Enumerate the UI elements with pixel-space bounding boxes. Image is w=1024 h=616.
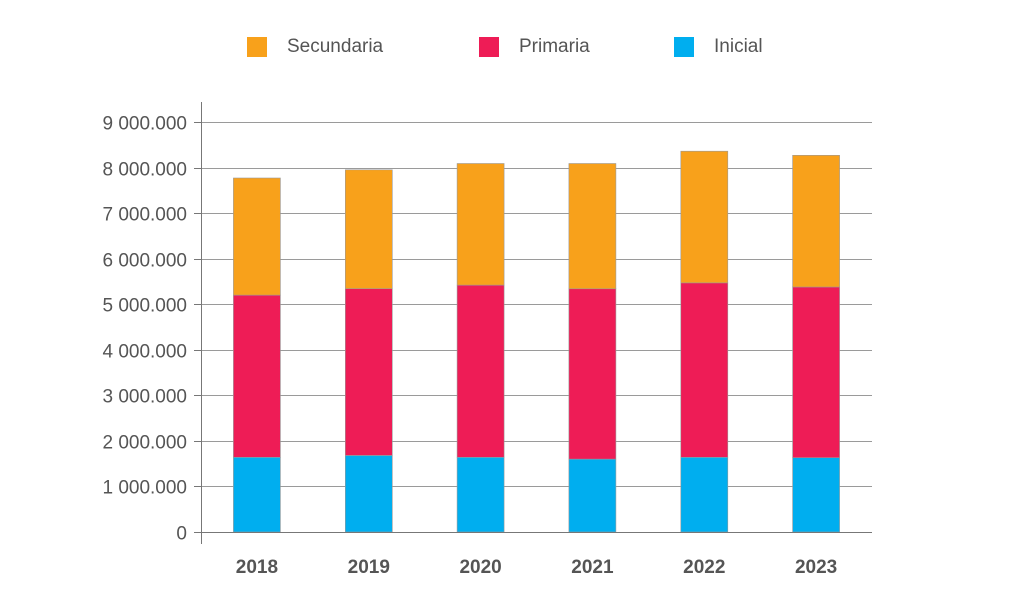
bar-inicial-2020: [456, 456, 505, 533]
y-tick-label: 4 000.000: [102, 342, 187, 363]
legend-item-secundaria: Secundaria: [247, 34, 383, 60]
bar-inicial-2023: [792, 457, 840, 533]
bar-secundaria-2018: [233, 177, 281, 296]
bar-inicial-2018: [233, 456, 281, 533]
bar-inicial-2019: [344, 455, 393, 533]
bar-primaria-2022: [680, 282, 729, 458]
x-tick-label: 2020: [459, 557, 501, 578]
bar-secundaria-2019: [344, 169, 393, 290]
legend-swatch-inicial: [674, 37, 694, 57]
y-tick-label: 2 000.000: [102, 433, 187, 454]
y-tick-label: 5 000.000: [102, 296, 187, 317]
bar-secundaria-2023: [792, 155, 840, 288]
x-tick-label: 2019: [348, 557, 390, 578]
x-tick-label: 2021: [571, 557, 614, 578]
legend-item-inicial: Inicial: [674, 34, 763, 60]
y-tick-label: 8 000.000: [102, 160, 187, 181]
legend-label-primaria: Primaria: [519, 36, 590, 57]
legend-item-primaria: Primaria: [479, 34, 590, 60]
x-tick-label: 2018: [236, 557, 278, 578]
bar-primaria-2021: [568, 288, 617, 460]
bar-inicial-2021: [568, 458, 617, 533]
legend-swatch-secundaria: [247, 37, 267, 57]
bar-secundaria-2021: [568, 163, 617, 290]
bar-primaria-2019: [344, 288, 393, 456]
legend-swatch-primaria: [479, 37, 499, 57]
bar-secundaria-2022: [680, 150, 729, 284]
legend-label-inicial: Inicial: [714, 36, 763, 57]
grid-layer: [201, 122, 872, 487]
y-tick-label: 1 000.000: [102, 478, 187, 499]
y-tick-label: 6 000.000: [102, 251, 187, 272]
bar-secundaria-2020: [456, 163, 505, 286]
x-tick-label: 2022: [683, 557, 725, 578]
bar-primaria-2020: [456, 284, 505, 458]
bar-primaria-2023: [792, 286, 840, 458]
bar-inicial-2022: [680, 456, 729, 533]
y-tick-label: 3 000.000: [102, 387, 187, 408]
x-tick-label: 2023: [795, 557, 837, 578]
legend: Secundaria Primaria Inicial: [0, 34, 1024, 60]
legend-label-secundaria: Secundaria: [287, 36, 384, 57]
y-tick-label: 9 000.000: [102, 114, 187, 135]
y-tick-label: 7 000.000: [102, 205, 187, 226]
axis-layer: 0 1 000.000 2 000.000 3 000.000 4 000.000 5 0…: [102, 102, 872, 578]
bar-layer: [233, 150, 840, 533]
y-tick-label: 0: [176, 524, 187, 545]
bar-primaria-2018: [233, 294, 281, 458]
